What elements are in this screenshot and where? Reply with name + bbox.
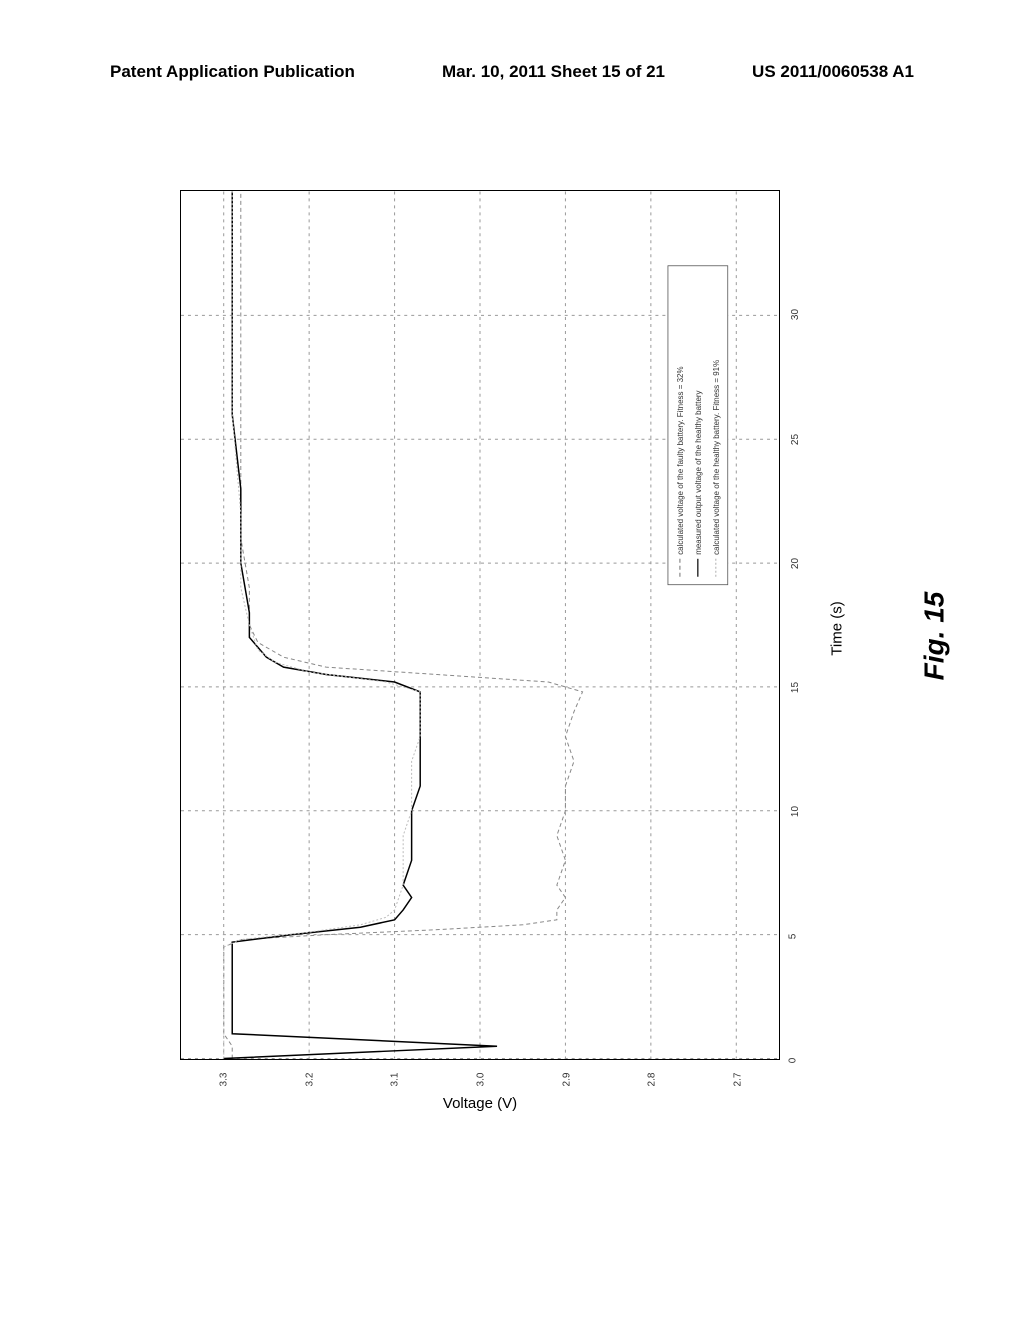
voltage-tick-label: 3.1 [390, 1073, 401, 1087]
time-tick-label: 0 [787, 1058, 798, 1064]
voltage-tick-label: 2.9 [561, 1073, 572, 1087]
time-tick-label: 20 [790, 558, 801, 569]
time-tick-label: 30 [790, 309, 801, 320]
page-header: Patent Application Publication Mar. 10, … [0, 62, 1024, 82]
time-tick-label: 25 [790, 434, 801, 445]
figure-caption: Fig. 15 [918, 592, 950, 681]
header-right: US 2011/0060538 A1 [752, 62, 914, 82]
voltage-tick-label: 2.8 [647, 1073, 658, 1087]
svg-text:calculated voltage of the heal: calculated voltage of the healthy batter… [712, 360, 721, 555]
time-tick-label: 10 [790, 806, 801, 817]
voltage-tick-label: 3.0 [475, 1073, 486, 1087]
chart-svg: calculated voltage of the faulty battery… [181, 191, 779, 1059]
svg-text:calculated voltage of the faul: calculated voltage of the faulty battery… [676, 366, 685, 554]
voltage-tick-label: 3.2 [304, 1073, 315, 1087]
x-axis-label: Time (s) [829, 601, 846, 655]
time-tick-label: 15 [790, 682, 801, 693]
header-left: Patent Application Publication [110, 62, 355, 82]
chart-plot-area: calculated voltage of the faulty battery… [180, 190, 780, 1060]
y-axis-label: Voltage (V) [180, 1095, 780, 1112]
header-center: Mar. 10, 2011 Sheet 15 of 21 [442, 62, 665, 82]
voltage-tick-label: 2.7 [733, 1073, 744, 1087]
time-tick-label: 5 [787, 933, 798, 939]
svg-text:measured output voltage of the: measured output voltage of the healthy b… [694, 390, 703, 554]
voltage-tick-label: 3.3 [218, 1073, 229, 1087]
